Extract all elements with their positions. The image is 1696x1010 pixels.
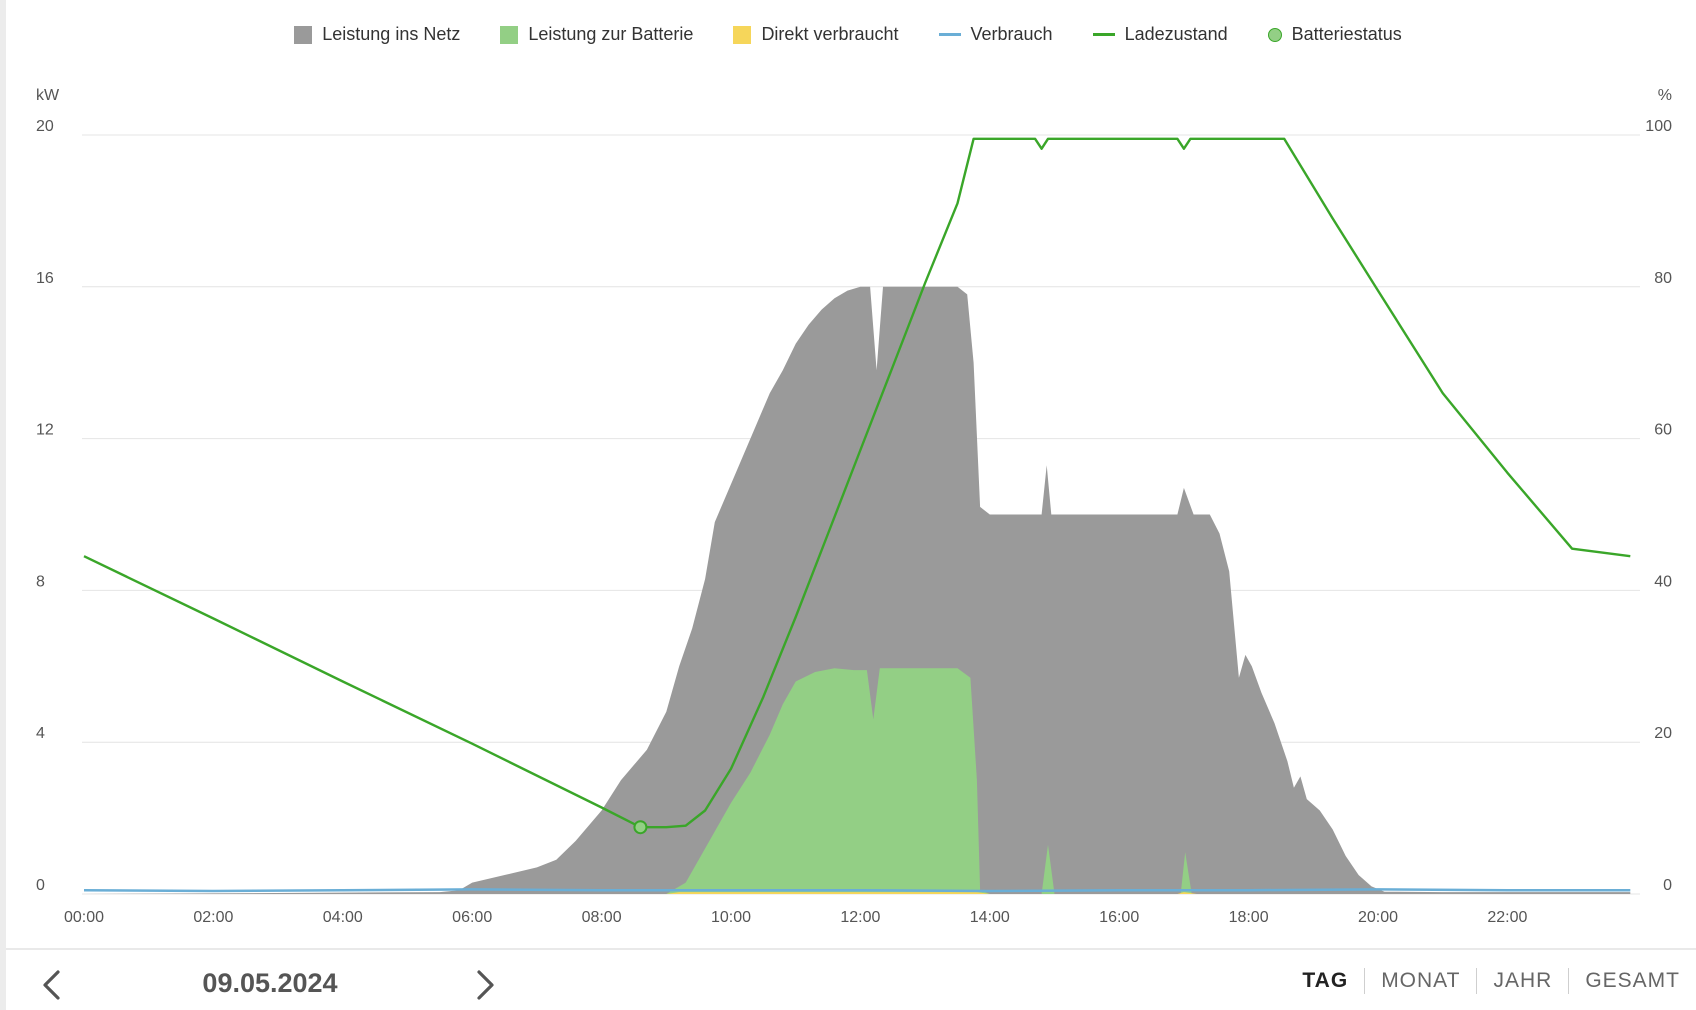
legend-label-grid-feed: Leistung ins Netz xyxy=(322,24,461,44)
y-left-tick-label: 4 xyxy=(36,725,45,742)
y-left-tick-label: 8 xyxy=(36,573,45,590)
tab-total[interactable]: GESAMT xyxy=(1568,968,1696,994)
y-right-tick-label: 20 xyxy=(1654,725,1672,742)
battery-charge-area xyxy=(84,668,1631,894)
x-tick-label: 10:00 xyxy=(711,909,751,926)
x-tick-label: 04:00 xyxy=(323,909,363,926)
tab-day[interactable]: TAG xyxy=(1302,969,1349,992)
legend-label-consumption: Verbrauch xyxy=(970,24,1053,44)
legend-item-battery-charge[interactable]: Leistung zur Batterie xyxy=(500,24,693,45)
next-day-button[interactable] xyxy=(465,965,505,1005)
consumption-line xyxy=(83,888,1631,893)
legend-swatch-self-consumed xyxy=(733,25,752,44)
legend-item-self-consumed[interactable]: Direkt verbraucht xyxy=(733,24,899,45)
legend-item-battery-status[interactable]: Batteriestatus xyxy=(1267,24,1402,45)
x-tick-label: 16:00 xyxy=(1099,909,1139,926)
legend-swatch-consumption xyxy=(938,33,961,36)
x-tick-label: 12:00 xyxy=(840,909,880,926)
area-series xyxy=(84,286,1631,894)
legend-label-self-consumed: Direkt verbraucht xyxy=(761,24,899,44)
y-right-unit-label: % xyxy=(1658,87,1672,104)
current-date[interactable]: 09.05.2024 xyxy=(202,968,338,998)
legend-item-state-of-charge[interactable]: Ladezustand xyxy=(1092,24,1228,45)
legend-swatch-state-of-charge xyxy=(1092,33,1115,36)
axes: kW % 0 4 8 12 16 20 0 20 40 60 80 100 00:00 02:00 04:0… xyxy=(36,87,1672,926)
y-right-tick-label: 40 xyxy=(1654,573,1672,590)
x-tick-label: 02:00 xyxy=(193,909,233,926)
tab-year[interactable]: JAHR xyxy=(1476,968,1568,994)
x-tick-label: 22:00 xyxy=(1487,909,1527,926)
legend-label-battery-status: Batteriestatus xyxy=(1291,24,1402,44)
y-left-tick-label: 12 xyxy=(36,422,54,439)
chevron-right-icon xyxy=(477,970,494,1000)
y-left-unit-label: kW xyxy=(36,87,60,104)
x-tick-label: 00:00 xyxy=(64,909,104,926)
legend-item-grid-feed[interactable]: Leistung ins Netz xyxy=(294,24,460,45)
x-tick-label: 20:00 xyxy=(1358,909,1398,926)
legend-label-battery-charge: Leistung zur Batterie xyxy=(528,24,694,44)
y-left-tick-label: 20 xyxy=(36,118,54,135)
legend-item-consumption[interactable]: Verbrauch xyxy=(938,24,1053,45)
legend-label-state-of-charge: Ladezustand xyxy=(1124,24,1228,44)
x-tick-label: 08:00 xyxy=(582,909,622,926)
self-consumed-area xyxy=(84,892,1631,894)
legend-swatch-battery-status xyxy=(1267,27,1282,42)
legend-swatch-battery-charge xyxy=(500,25,519,44)
footer-divider xyxy=(6,948,1696,950)
x-tick-label: 18:00 xyxy=(1229,909,1269,926)
y-left-tick-label: 16 xyxy=(36,270,54,287)
y-right-tick-label: 80 xyxy=(1654,270,1672,287)
chevron-left-icon xyxy=(43,970,60,1000)
left-edge-strip xyxy=(0,0,6,1010)
y-right-tick-label: 60 xyxy=(1654,422,1672,439)
grid-feed-area xyxy=(84,286,1631,894)
y-left-tick-label: 0 xyxy=(36,877,45,894)
chart-legend: Leistung ins Netz Leistung zur Batterie … xyxy=(0,24,1696,45)
battery-status-marker xyxy=(633,820,648,835)
legend-swatch-grid-feed xyxy=(294,25,313,44)
y-right-tick-label: 100 xyxy=(1645,118,1672,135)
tab-month[interactable]: MONAT xyxy=(1364,968,1476,994)
period-tabs: TAG MONAT JAHR GESAMT xyxy=(1286,968,1696,994)
prev-day-button[interactable] xyxy=(32,965,72,1005)
y-right-tick-label: 0 xyxy=(1663,877,1672,894)
x-tick-label: 14:00 xyxy=(970,909,1010,926)
energy-chart: kW % 0 4 8 12 16 20 0 20 40 60 80 100 00:00 02:00 04:0… xyxy=(36,87,1672,926)
x-tick-label: 06:00 xyxy=(452,909,492,926)
markers xyxy=(633,820,648,835)
